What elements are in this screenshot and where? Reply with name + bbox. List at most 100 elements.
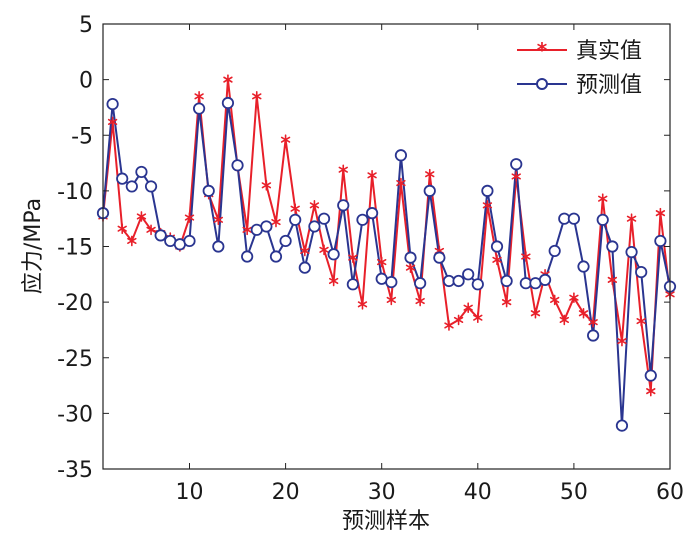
data-point-real <box>492 254 502 266</box>
y-tick-label: -5 <box>71 124 93 149</box>
data-point-predicted <box>212 240 225 253</box>
data-point-predicted <box>202 184 215 197</box>
y-tick-label: -10 <box>57 180 93 205</box>
legend-marker-predicted <box>536 78 548 90</box>
data-point-predicted <box>365 207 379 220</box>
data-point-real <box>463 302 473 313</box>
data-point-real <box>117 223 127 234</box>
data-point-real <box>405 262 416 273</box>
x-tick-label: 40 <box>464 480 492 505</box>
data-point-predicted <box>241 250 254 263</box>
data-point-real <box>646 385 656 397</box>
y-tick-label: -25 <box>57 347 93 372</box>
data-point-real <box>655 207 666 219</box>
y-tick-label: -20 <box>57 291 93 316</box>
data-point-predicted <box>481 184 494 197</box>
data-point-predicted <box>106 98 119 111</box>
legend-label-predicted: 预测值 <box>576 73 642 98</box>
data-point-predicted <box>269 250 283 263</box>
data-point-real <box>530 307 541 319</box>
data-point-predicted <box>404 251 417 264</box>
x-tick-label: 10 <box>175 480 203 505</box>
legend-box <box>508 30 660 102</box>
x-tick-label: 20 <box>272 480 300 505</box>
data-point-predicted <box>317 212 331 225</box>
data-point-predicted <box>260 220 273 233</box>
data-point-real <box>501 296 512 308</box>
data-point-real <box>146 224 156 236</box>
data-point-predicted <box>385 275 398 289</box>
data-point-real <box>415 295 425 307</box>
data-point-predicted <box>433 251 446 264</box>
data-point-predicted <box>615 419 629 432</box>
data-point-real <box>549 294 560 306</box>
data-point-predicted <box>462 268 475 281</box>
data-point-real <box>348 252 358 263</box>
data-point-real <box>194 91 204 102</box>
data-point-real <box>107 116 118 128</box>
x-tick-label: 30 <box>368 480 396 505</box>
data-point-real <box>636 315 646 327</box>
data-point-predicted <box>394 149 408 162</box>
y-tick-label: -35 <box>57 458 93 483</box>
data-point-predicted <box>183 234 196 248</box>
data-point-real <box>617 335 627 347</box>
y-tick-label: -15 <box>57 236 93 261</box>
data-point-real <box>559 314 569 326</box>
data-point-predicted <box>144 180 158 193</box>
data-point-real <box>444 320 454 331</box>
data-point-real <box>300 245 310 257</box>
data-point-predicted <box>308 220 321 233</box>
legend: * 真实值 预测值 <box>508 30 660 102</box>
data-point-predicted <box>644 369 657 382</box>
data-point-real <box>252 91 262 102</box>
data-point-real <box>271 216 281 228</box>
data-point-real <box>425 168 435 180</box>
y-tick-label: -30 <box>57 402 93 427</box>
y-axis-title: 应力/MPa <box>21 198 46 294</box>
data-point-real <box>376 256 387 268</box>
data-point-predicted <box>500 274 513 288</box>
data-point-predicted <box>625 245 638 259</box>
data-point-predicted <box>289 213 302 226</box>
data-point-real <box>453 314 464 326</box>
data-point-real <box>213 214 224 226</box>
data-point-predicted <box>452 274 465 288</box>
data-point-predicted <box>327 248 340 261</box>
data-point-predicted <box>471 278 484 291</box>
x-axis-title: 预测样本 <box>342 509 430 534</box>
data-point-real <box>242 224 252 236</box>
data-point-real <box>521 251 531 262</box>
data-point-real <box>569 292 579 303</box>
data-point-predicted <box>221 96 235 110</box>
data-point-real <box>261 180 272 191</box>
data-point-predicted <box>337 199 350 212</box>
data-point-predicted <box>423 184 436 197</box>
x-tick-label: 60 <box>656 480 684 505</box>
data-point-predicted <box>587 329 600 342</box>
x-axis: 10 20 30 40 50 60 <box>175 24 684 505</box>
y-tick-label: 0 <box>79 69 93 94</box>
data-point-predicted <box>567 212 580 225</box>
data-point-predicted <box>231 159 244 172</box>
data-point-real <box>223 74 233 85</box>
data-point-predicted <box>279 234 292 248</box>
data-point-predicted <box>125 180 138 193</box>
data-point-real <box>309 200 320 211</box>
data-point-predicted <box>538 273 552 286</box>
data-point-predicted <box>654 234 667 248</box>
data-point-real <box>511 171 521 182</box>
data-point-predicted <box>346 278 359 291</box>
data-point-real <box>578 307 589 319</box>
data-point-predicted <box>154 229 167 242</box>
data-point-real <box>136 211 147 222</box>
legend-label-real: 真实值 <box>576 39 642 64</box>
data-point-real <box>588 316 598 328</box>
data-point-real <box>290 203 300 214</box>
data-point-predicted <box>135 165 148 179</box>
data-point-real <box>482 200 493 211</box>
data-point-real <box>626 213 637 224</box>
data-point-predicted <box>548 244 561 258</box>
y-axis: 5 0 -5 -10 -15 -20 -25 -30 -35 <box>57 13 670 483</box>
